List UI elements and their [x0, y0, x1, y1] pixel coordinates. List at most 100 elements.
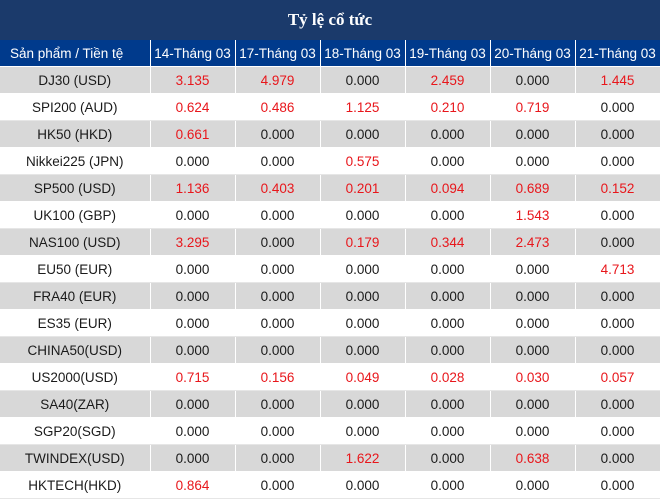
dividend-value-cell: 0.624: [150, 93, 236, 121]
dividend-value-cell: 3.295: [150, 228, 236, 256]
dividend-value-cell: 0.000: [320, 309, 406, 337]
dividend-value-cell: 0.000: [235, 471, 321, 499]
table-row: FRA40 (EUR) 0.000 0.000 0.000 0.000 0.000 0.00…: [0, 282, 660, 310]
dividend-table: Sản phẩm / Tiền tệ 14-Tháng 03 17-Tháng …: [0, 40, 660, 499]
dividend-value-cell: 0.000: [150, 255, 236, 283]
dividend-value-cell: 0.715: [150, 363, 236, 391]
panel-title: Tỷ lệ cổ tức: [0, 0, 660, 40]
table-row: US2000(USD) 0.715 0.156 0.049 0.028 0.030 0.05…: [0, 363, 660, 391]
dividend-value-cell: 0.661: [150, 120, 236, 148]
dividend-value-cell: 0.201: [320, 174, 406, 202]
dividend-value-cell: 0.000: [235, 444, 321, 472]
product-name-cell: CHINA50(USD): [0, 336, 151, 364]
dividend-value-cell: 0.000: [575, 282, 660, 310]
dividend-value-cell: 0.000: [235, 255, 321, 283]
dividend-value-cell: 0.000: [320, 417, 406, 445]
table-row: Nikkei225 (JPN) 0.000 0.000 0.575 0.000 0.000…: [0, 147, 660, 175]
dividend-value-cell: 0.344: [405, 228, 491, 256]
column-header-date: 14-Tháng 03: [150, 40, 236, 67]
product-name-cell: ES35 (EUR): [0, 309, 151, 337]
dividend-value-cell: 0.000: [320, 390, 406, 418]
dividend-value-cell: 0.000: [405, 201, 491, 229]
dividend-value-cell: 0.719: [490, 93, 576, 121]
dividend-value-cell: 0.000: [575, 390, 660, 418]
dividend-value-cell: 0.689: [490, 174, 576, 202]
dividend-value-cell: 0.000: [575, 336, 660, 364]
dividend-value-cell: 0.000: [490, 255, 576, 283]
dividend-value-cell: 4.979: [235, 66, 321, 94]
column-header-date: 21-Tháng 03: [575, 40, 660, 67]
dividend-value-cell: 0.000: [575, 147, 660, 175]
dividend-value-cell: 0.000: [405, 471, 491, 499]
dividend-value-cell: 0.000: [235, 282, 321, 310]
dividend-value-cell: 0.000: [320, 282, 406, 310]
dividend-value-cell: 1.445: [575, 66, 660, 94]
table-row: HKTECH(HKD) 0.864 0.000 0.000 0.000 0.000 0.00…: [0, 471, 660, 499]
dividend-value-cell: 0.000: [405, 147, 491, 175]
dividend-value-cell: 0.156: [235, 363, 321, 391]
dividend-value-cell: 2.459: [405, 66, 491, 94]
dividend-value-cell: 0.000: [490, 309, 576, 337]
dividend-value-cell: 0.403: [235, 174, 321, 202]
product-name-cell: EU50 (EUR): [0, 255, 151, 283]
dividend-value-cell: 0.000: [150, 201, 236, 229]
table-row: DJ30 (USD) 3.135 4.979 0.000 2.459 0.000 1.445: [0, 66, 660, 94]
table-row: SA40(ZAR) 0.000 0.000 0.000 0.000 0.000 0.000: [0, 390, 660, 418]
dividend-value-cell: 0.000: [575, 93, 660, 121]
dividend-value-cell: 0.000: [405, 255, 491, 283]
product-name-cell: HK50 (HKD): [0, 120, 151, 148]
dividend-value-cell: 0.000: [575, 471, 660, 499]
table-row: TWINDEX(USD) 0.000 0.000 1.622 0.000 0.638 0.0…: [0, 444, 660, 472]
dividend-value-cell: 0.000: [575, 417, 660, 445]
column-header-date: 17-Tháng 03: [235, 40, 321, 67]
dividend-value-cell: 0.000: [320, 120, 406, 148]
dividend-value-cell: 0.000: [235, 228, 321, 256]
dividend-value-cell: 0.000: [235, 309, 321, 337]
dividend-value-cell: 2.473: [490, 228, 576, 256]
product-name-cell: SPI200 (AUD): [0, 93, 151, 121]
product-name-cell: DJ30 (USD): [0, 66, 151, 94]
dividend-value-cell: 0.000: [405, 282, 491, 310]
dividend-value-cell: 0.000: [575, 228, 660, 256]
dividend-value-cell: 0.000: [320, 255, 406, 283]
column-header-date: 20-Tháng 03: [490, 40, 576, 67]
dividend-value-cell: 0.000: [490, 282, 576, 310]
table-header: Sản phẩm / Tiền tệ 14-Tháng 03 17-Tháng …: [0, 40, 660, 67]
dividend-value-cell: 0.000: [405, 336, 491, 364]
dividend-value-cell: 0.000: [150, 417, 236, 445]
dividend-value-cell: 0.000: [575, 120, 660, 148]
column-header-date: 18-Tháng 03: [320, 40, 406, 67]
dividend-value-cell: 0.000: [405, 390, 491, 418]
dividend-value-cell: 0.000: [575, 444, 660, 472]
table-row: CHINA50(USD) 0.000 0.000 0.000 0.000 0.000 0.0…: [0, 336, 660, 364]
dividend-value-cell: 0.000: [490, 147, 576, 175]
header-row: Sản phẩm / Tiền tệ 14-Tháng 03 17-Tháng …: [0, 40, 660, 67]
column-header-date: 19-Tháng 03: [405, 40, 491, 67]
dividend-value-cell: 0.152: [575, 174, 660, 202]
table-body: DJ30 (USD) 3.135 4.979 0.000 2.459 0.000 1.445…: [0, 66, 660, 499]
dividend-value-cell: 0.028: [405, 363, 491, 391]
dividend-value-cell: 0.000: [150, 282, 236, 310]
dividend-value-cell: 0.000: [320, 66, 406, 94]
dividend-value-cell: 0.000: [150, 147, 236, 175]
dividend-value-cell: 0.000: [235, 120, 321, 148]
dividend-value-cell: 4.713: [575, 255, 660, 283]
table-row: UK100 (GBP) 0.000 0.000 0.000 0.000 1.543 0.00…: [0, 201, 660, 229]
product-name-cell: FRA40 (EUR): [0, 282, 151, 310]
dividend-value-cell: 0.638: [490, 444, 576, 472]
dividend-value-cell: 0.049: [320, 363, 406, 391]
dividend-value-cell: 0.000: [405, 417, 491, 445]
product-name-cell: TWINDEX(USD): [0, 444, 151, 472]
dividend-value-cell: 0.000: [490, 336, 576, 364]
table-row: EU50 (EUR) 0.000 0.000 0.000 0.000 0.000 4.713: [0, 255, 660, 283]
dividend-value-cell: 0.057: [575, 363, 660, 391]
dividend-value-cell: 0.030: [490, 363, 576, 391]
product-name-cell: Nikkei225 (JPN): [0, 147, 151, 175]
dividend-value-cell: 0.000: [320, 336, 406, 364]
dividend-value-cell: 0.000: [490, 471, 576, 499]
dividend-value-cell: 1.543: [490, 201, 576, 229]
dividend-value-cell: 0.000: [320, 471, 406, 499]
dividend-value-cell: 3.135: [150, 66, 236, 94]
table-row: ES35 (EUR) 0.000 0.000 0.000 0.000 0.000 0.000: [0, 309, 660, 337]
dividend-value-cell: 0.000: [490, 417, 576, 445]
